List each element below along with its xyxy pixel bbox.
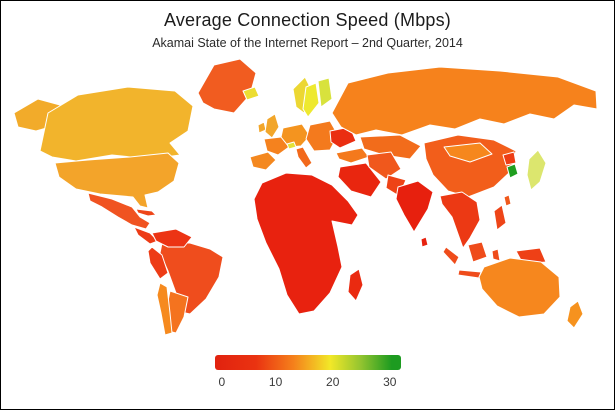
region-central-america [133,226,159,245]
region-canada [39,86,194,162]
region-philippines [493,204,507,231]
legend-tick-labels: 0 10 20 30 [219,375,397,389]
region-north-korea [502,151,517,166]
region-central-europe [280,123,311,148]
region-saudi-arabia [337,162,382,198]
region-south-korea [506,163,519,179]
region-france [263,136,290,156]
world-map [1,51,614,351]
region-russia [331,66,598,136]
region-greenland [197,58,257,114]
region-southeast-asia [439,191,481,249]
region-peru [147,246,169,280]
region-africa [253,172,359,315]
region-new-zealand [566,300,584,329]
legend-tick-10: 10 [268,375,283,389]
region-eastern-europe [305,120,339,152]
region-turkey [335,147,370,164]
region-mexico [87,192,151,230]
region-uk [264,113,280,139]
region-iceland [242,86,260,101]
region-italy [295,146,313,169]
world-map-svg [13,58,598,336]
region-sweden [302,82,320,118]
region-colombia-venezuela [151,228,193,248]
region-taiwan [503,194,512,207]
page-title: Average Connection Speed (Mbps) [163,10,452,30]
region-madagascar [347,268,364,302]
region-mongolia [443,142,493,163]
legend-tick-20: 20 [326,375,340,389]
region-sumatra [442,246,460,266]
region-finland [317,77,333,108]
region-iberia [249,151,277,171]
region-java [457,269,482,279]
region-borneo [467,241,488,263]
legend-gradient-bar [214,355,401,370]
region-sri-lanka [420,236,429,248]
region-chile [156,282,173,336]
region-sulawesi [491,248,501,262]
region-cuba [135,208,157,217]
page-subtitle: Akamai State of the Internet Report – 2n… [152,36,463,50]
region-australia [478,257,561,318]
region-usa [54,152,180,209]
region-switzerland [286,141,297,150]
region-kazakhstan [359,134,422,160]
legend-tick-30: 30 [383,375,397,389]
region-japan [526,149,547,191]
region-iran [366,151,402,180]
color-legend: 0 10 20 30 [214,355,401,389]
region-india [395,180,434,233]
legend-tick-0: 0 [218,375,226,389]
